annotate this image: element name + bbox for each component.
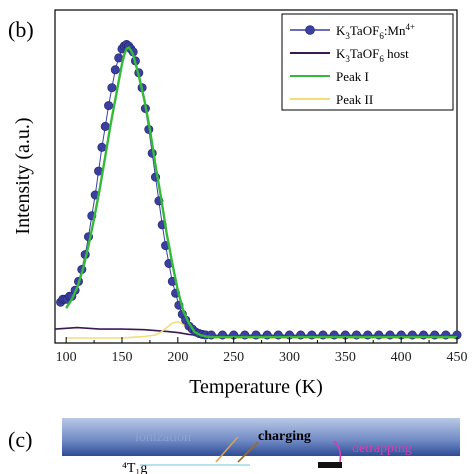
x-axis-ticks: 100 150 200 250 300 350 400 450	[56, 337, 468, 365]
legend-item-k3taof6-host: K3TaOF6 host	[290, 46, 409, 64]
y-axis-title: Intensity (a.u.)	[12, 117, 34, 234]
x-tick-label: 350	[335, 350, 356, 365]
series-layer	[54, 39, 462, 340]
plot-frame	[54, 9, 458, 344]
legend-label: Peak II	[336, 92, 373, 107]
data-point	[110, 65, 120, 75]
legend-item-peak-i: Peak I	[290, 69, 369, 84]
detrapping-arrow-icon	[333, 440, 342, 463]
legend-label: K3TaOF6 host	[336, 46, 409, 64]
x-tick-label: 150	[112, 350, 133, 365]
charging-arrow-2-icon	[237, 441, 259, 463]
x-tick-label: 100	[56, 350, 77, 365]
conduction-band	[62, 418, 460, 456]
charging-text: charging	[258, 429, 311, 444]
x-tick-label: 400	[391, 350, 412, 365]
panel-c-label: (c)	[8, 427, 32, 452]
data-point	[97, 142, 107, 152]
series-peak-i	[65, 46, 457, 339]
x-tick-label: 250	[223, 350, 244, 365]
series-line-peak-i	[65, 46, 457, 339]
data-point	[100, 121, 110, 131]
energy-level-text: ⁴T₁g	[122, 461, 147, 474]
ionization-text: ionization	[135, 430, 191, 445]
data-point	[107, 83, 117, 93]
trap-level	[318, 462, 342, 468]
x-tick-label: 200	[167, 350, 188, 365]
legend-label: K3TaOF6:Mn4+	[336, 22, 415, 41]
charging-arrow-icon	[215, 436, 239, 463]
data-point	[104, 101, 114, 111]
detrapping-text: detrapping	[352, 441, 412, 456]
legend-item-k3taof6-mn4: K3TaOF6:Mn4+	[290, 22, 415, 41]
legend-item-peak-ii: Peak II	[290, 92, 373, 107]
x-axis-title: Temperature (K)	[189, 376, 323, 398]
panel-b-label: (b)	[8, 17, 34, 42]
legend-label: Peak I	[336, 69, 369, 84]
x-tick-label: 300	[279, 350, 300, 365]
legend-marker	[305, 25, 315, 35]
x-tick-label: 450	[447, 350, 468, 365]
legend: K3TaOF6:Mn4+ K3TaOF6 host Peak I Peak II	[281, 13, 454, 111]
